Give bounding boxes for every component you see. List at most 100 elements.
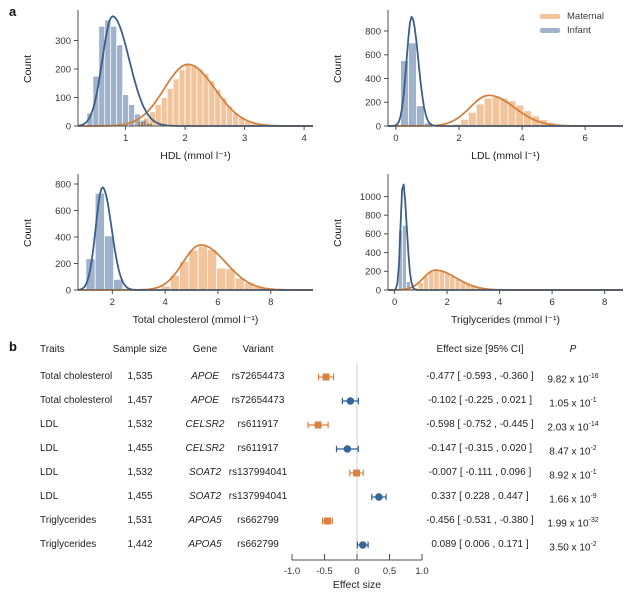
histogram-bar [122, 94, 129, 127]
y-tick-label: 800 [365, 211, 381, 222]
x-tick-label: 2 [456, 133, 461, 144]
effect-ci-cell: 0.337 [ 0.228 , 0.447 ] [431, 491, 529, 502]
maternal-bars [452, 96, 572, 127]
variant-cell: rs662799 [237, 539, 279, 550]
histogram-bar [444, 273, 451, 291]
effect-ci-cell: -0.477 [ -0.593 , -0.360 ] [426, 371, 534, 382]
forest-x-tick-label: 0 [354, 566, 359, 577]
y-tick-label: 0 [66, 121, 71, 132]
x-tick-label: 4 [519, 133, 524, 144]
x-tick-label: 4 [497, 297, 502, 308]
forest-x-tick-label: 0.5 [383, 566, 396, 577]
p-value-cell: 1.05 x 10-1 [549, 397, 597, 410]
x-tick-label: 4 [162, 297, 167, 308]
histogram-bar [483, 97, 493, 127]
forest-row-marker [321, 517, 333, 525]
y-tick-label: 600 [365, 229, 381, 240]
variant-cell: rs72654473 [231, 395, 285, 406]
histogram-bar [172, 78, 180, 127]
effect-ci-cell: -0.598 [ -0.752 , -0.445 ] [426, 419, 534, 430]
legend-label-maternal: Maternal [567, 11, 604, 22]
p-value-cell: 1.66 x 10-9 [549, 493, 597, 506]
histogram-bar [416, 105, 425, 127]
panel-b-label: b [9, 339, 17, 354]
histogram-hdl: 0 100 200 300 1 2 3 4 HDL (mmol l⁻¹) Count [22, 10, 313, 162]
p-value-cell: 8.92 x 10-1 [549, 469, 597, 482]
y-tick-label: 400 [365, 74, 381, 85]
y-axis-title: Count [22, 55, 34, 83]
histogram-bar [188, 249, 199, 291]
x-tick-label: 8 [268, 297, 273, 308]
gene-cell: CELSR2 [185, 443, 225, 454]
y-tick-label: 300 [55, 36, 71, 47]
y-tick-label: 100 [55, 93, 71, 104]
histogram-bar [202, 73, 210, 127]
y-tick-label: 800 [365, 26, 381, 37]
infant-density-curve [388, 183, 623, 291]
histogram-bar [460, 119, 469, 127]
legend: Maternal Infant [540, 11, 604, 36]
sample-size-cell: 1,455 [127, 491, 153, 502]
trait-cell: LDL [40, 419, 59, 430]
forest-row-marker [371, 493, 387, 501]
histogram-bar [216, 267, 227, 291]
col-header-gene: Gene [192, 344, 218, 355]
x-tick-label: 3 [242, 133, 247, 144]
variant-cell: rs611917 [237, 419, 279, 430]
effect-ci-cell: 0.089 [ 0.006 , 0.171 ] [431, 539, 529, 550]
gene-cell: SOAT2 [188, 491, 222, 502]
x-tick-label: 0 [393, 133, 398, 144]
histogram-bar [178, 69, 186, 127]
maternal-swatch [540, 14, 560, 19]
histogram-bar [160, 97, 168, 127]
histogram-total-cholesterol: 0 200 400 600 800 2 4 6 8 Total cholesterol (mmol… [22, 174, 313, 326]
col-header-variant: Variant [242, 344, 274, 355]
y-tick-label: 200 [55, 64, 71, 75]
effect-ci-cell: -0.147 [ -0.315 , 0.020 ] [428, 443, 532, 454]
y-tick-label: 400 [55, 232, 71, 243]
forest-x-tick-label: -1.0 [284, 566, 300, 577]
p-value-cell: 1.99 x 10-32 [547, 517, 599, 530]
histogram-bar [433, 270, 440, 291]
forest-row-marker [349, 469, 364, 477]
histogram-bar [207, 249, 217, 291]
histogram-bar [515, 104, 525, 127]
sample-size-cell: 1,531 [127, 515, 153, 526]
sample-size-cell: 1,532 [127, 467, 153, 478]
histogram-bar [184, 62, 192, 127]
trait-cell: LDL [40, 467, 59, 478]
histogram-bar [94, 192, 105, 291]
histogram-bar [116, 44, 123, 127]
effect-marker-infant [343, 445, 352, 453]
forest-row-marker [335, 445, 359, 453]
histogram-bar [428, 271, 435, 291]
trait-cell: Triglycerides [40, 539, 97, 550]
p-value-cell: 2.03 x 10-14 [547, 421, 599, 434]
histogram-triglycerides: 0 200 400 600 800 1000 0 2 4 6 8 Triglycerides (mmo… [332, 174, 623, 326]
trait-cell: Total cholesterol [40, 371, 113, 382]
p-value-cell: 3.50 x 10-2 [549, 541, 597, 554]
forest-plot-panel: Traits Sample size Gene Variant Effect size … [0, 337, 640, 602]
y-axis-title: Count [332, 219, 344, 247]
infant-bars [86, 19, 153, 127]
y-tick-label: 200 [55, 259, 71, 270]
forest-row-marker [317, 373, 335, 381]
forest-row-marker [356, 541, 369, 549]
y-tick-label: 800 [55, 179, 71, 190]
maternal-bars [137, 62, 263, 127]
histogram-bar [110, 25, 117, 127]
y-tick-label: 400 [365, 248, 381, 259]
histogram-bar [104, 235, 114, 291]
histogram-bar [468, 111, 477, 127]
effect-marker-infant [346, 397, 355, 405]
x-tick-label: 4 [301, 133, 306, 144]
x-tick-label: 2 [444, 297, 449, 308]
trait-cell: LDL [40, 443, 59, 454]
sample-size-cell: 1,455 [127, 443, 153, 454]
variant-cell: rs72654473 [231, 371, 285, 382]
trait-cell: LDL [40, 491, 59, 502]
histogram-bar [140, 119, 147, 127]
legend-label-infant: Infant [567, 25, 591, 36]
legend-item-maternal: Maternal [540, 11, 604, 22]
